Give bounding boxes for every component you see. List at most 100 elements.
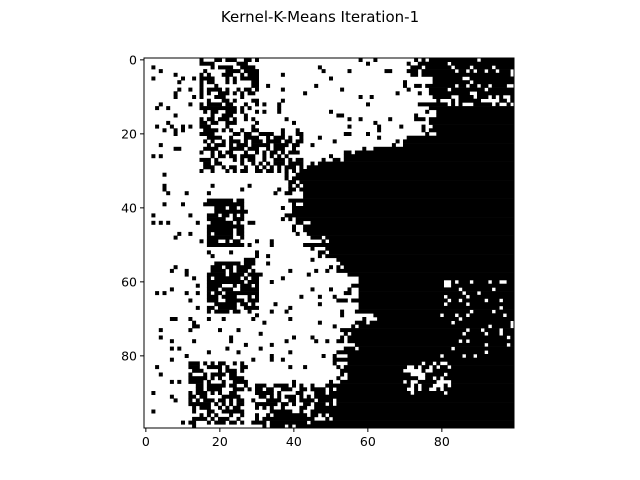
heatmap-cell-run bbox=[206, 305, 215, 310]
heatmap-cell-run bbox=[206, 420, 211, 425]
heatmap-cell-run bbox=[347, 361, 422, 366]
heatmap-cell-run bbox=[232, 213, 237, 218]
heatmap-cell-run bbox=[284, 139, 293, 144]
heatmap-cell-run bbox=[292, 209, 515, 214]
heatmap-cell-run bbox=[351, 331, 463, 336]
heatmap-cell-run bbox=[295, 172, 515, 177]
heatmap-cell-run bbox=[240, 65, 256, 70]
heatmap-cell-run bbox=[255, 239, 259, 244]
heatmap-cell-run bbox=[421, 72, 511, 77]
heatmap-cell-run bbox=[214, 291, 222, 296]
heatmap-cell-run bbox=[417, 91, 422, 96]
heatmap-cell-run bbox=[151, 65, 156, 70]
heatmap-cell-run bbox=[465, 354, 474, 358]
heatmap-cell-run bbox=[218, 361, 226, 366]
heatmap-cell-run bbox=[417, 379, 437, 384]
heatmap-cell-run bbox=[325, 383, 411, 388]
heatmap-cell-run bbox=[262, 102, 267, 107]
heatmap-cell-run bbox=[417, 102, 448, 107]
heatmap-cell-run bbox=[321, 157, 326, 162]
heatmap-cell-run bbox=[240, 109, 245, 114]
heatmap-cell-run bbox=[332, 354, 337, 358]
heatmap-cell-run bbox=[284, 213, 515, 218]
heatmap-cell-run bbox=[462, 287, 493, 292]
heatmap-cell-run bbox=[199, 102, 204, 107]
heatmap-cell-run bbox=[173, 146, 182, 151]
heatmap-cell-run bbox=[280, 357, 285, 362]
heatmap-cell-run bbox=[310, 246, 315, 251]
heatmap-cell-run bbox=[336, 113, 345, 118]
heatmap-cell-run bbox=[169, 379, 174, 384]
heatmap-cell-run bbox=[206, 287, 219, 292]
heatmap-cell-run bbox=[458, 95, 474, 99]
heatmap-cell-run bbox=[262, 320, 267, 325]
heatmap-cell-run bbox=[421, 387, 430, 392]
heatmap-cell-run bbox=[428, 120, 515, 125]
heatmap-cell-run bbox=[169, 268, 174, 273]
heatmap-cell-run bbox=[288, 305, 293, 310]
heatmap-cell-run bbox=[162, 291, 167, 296]
heatmap-cell-run bbox=[432, 365, 437, 370]
heatmap-cell-run bbox=[232, 98, 237, 103]
heatmap-cell-run bbox=[214, 157, 219, 162]
heatmap-cell-run bbox=[177, 231, 182, 236]
heatmap-cell-run bbox=[199, 61, 215, 66]
heatmap-cell-run bbox=[292, 206, 515, 210]
heatmap-cell-run bbox=[428, 128, 515, 133]
y-tick-label: 0 bbox=[129, 52, 137, 67]
heatmap-cell-run bbox=[214, 206, 226, 210]
heatmap-cell-run bbox=[262, 157, 267, 162]
heatmap-cell-run bbox=[310, 161, 315, 166]
heatmap-cell-run bbox=[229, 391, 237, 395]
heatmap-cell-run bbox=[206, 272, 226, 277]
heatmap-cell-run bbox=[288, 317, 293, 321]
heatmap-cell-run bbox=[214, 309, 230, 314]
heatmap-cell-run bbox=[332, 324, 337, 329]
chart-title: Kernel-K-Means Iteration-1 bbox=[220, 8, 420, 26]
heatmap-cell-run bbox=[247, 183, 252, 188]
heatmap-cell-run bbox=[373, 120, 378, 125]
x-tick-label: 0 bbox=[142, 434, 150, 449]
heatmap-cell-run bbox=[243, 58, 252, 62]
heatmap-cell-run bbox=[188, 376, 208, 381]
heatmap-cell-run bbox=[262, 165, 267, 170]
heatmap-cell-run bbox=[188, 361, 200, 366]
heatmap-cell-run bbox=[321, 413, 326, 418]
heatmap-cell-run bbox=[229, 376, 245, 381]
heatmap-cell-run bbox=[221, 113, 234, 118]
heatmap-cell-run bbox=[277, 394, 282, 399]
heatmap-cell-run bbox=[221, 72, 234, 77]
heatmap-cell-run bbox=[232, 387, 245, 392]
heatmap-cell-run bbox=[329, 250, 515, 255]
heatmap-cell-run bbox=[451, 298, 459, 303]
heatmap-cell-run bbox=[229, 339, 234, 344]
heatmap-cell-run bbox=[206, 117, 215, 122]
heatmap-cell-run bbox=[462, 339, 467, 344]
heatmap-cell-run bbox=[173, 128, 178, 133]
heatmap-cell-run bbox=[214, 231, 234, 236]
heatmap-cell-run bbox=[310, 220, 515, 225]
heatmap-cell-run bbox=[243, 139, 248, 144]
heatmap-cell-run bbox=[203, 202, 245, 207]
heatmap-cell-run bbox=[151, 213, 156, 218]
heatmap-cell-run bbox=[229, 250, 234, 255]
heatmap-cell-run bbox=[336, 365, 341, 370]
heatmap-cell-run bbox=[206, 350, 211, 355]
heatmap-cell-run bbox=[480, 83, 489, 88]
heatmap-cell-run bbox=[255, 109, 259, 114]
heatmap-cell-run bbox=[229, 398, 234, 403]
heatmap-cell-run bbox=[443, 376, 515, 381]
heatmap-cell-run bbox=[247, 309, 252, 314]
heatmap-cell-run bbox=[292, 176, 515, 181]
heatmap-cell-run bbox=[192, 405, 197, 410]
x-tick-label: 80 bbox=[434, 434, 450, 449]
heatmap-cell-run bbox=[280, 387, 293, 392]
heatmap-cell-run bbox=[295, 132, 304, 136]
heatmap-cell-run bbox=[477, 95, 489, 99]
heatmap-cell-run bbox=[151, 391, 156, 395]
heatmap-cell-run bbox=[280, 132, 285, 136]
heatmap-cell-run bbox=[465, 331, 485, 336]
heatmap-cell-run bbox=[206, 309, 211, 314]
heatmap-cell-run bbox=[347, 339, 459, 344]
heatmap-cell-run bbox=[292, 120, 296, 125]
